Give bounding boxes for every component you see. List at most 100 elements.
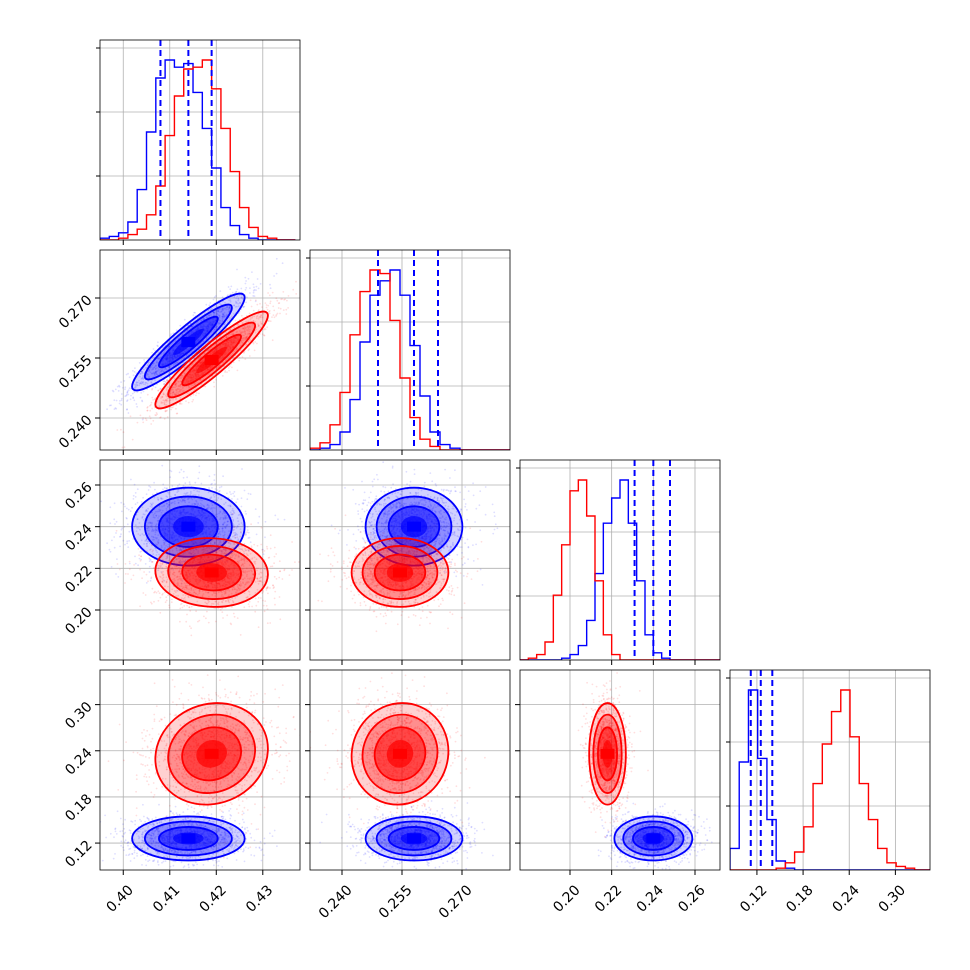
scatter-point <box>162 367 165 370</box>
scatter-point <box>183 372 186 375</box>
scatter-point <box>247 531 250 534</box>
scatter-point <box>231 352 234 354</box>
scatter-point <box>115 573 117 575</box>
scatter-point <box>143 534 145 537</box>
scatter-point <box>163 548 166 551</box>
scatter-point <box>224 550 227 552</box>
scatter-point <box>169 365 171 368</box>
scatter-point <box>198 490 200 493</box>
scatter-point <box>196 345 199 348</box>
scatter-point <box>190 553 192 555</box>
scatter-point <box>144 381 147 384</box>
scatter-point <box>217 309 219 312</box>
scatter-point <box>146 406 149 408</box>
scatter-point <box>126 540 129 543</box>
scatter-point <box>238 589 241 591</box>
scatter-point <box>241 327 244 330</box>
scatter-point <box>236 536 239 539</box>
scatter-point <box>165 544 167 547</box>
scatter-point <box>265 306 268 309</box>
scatter-point <box>192 553 195 556</box>
scatter-point <box>121 510 123 513</box>
scatter-point <box>243 552 246 555</box>
scatter-point <box>217 532 220 535</box>
scatter-point <box>221 315 224 318</box>
scatter-point <box>200 320 202 323</box>
scatter-point <box>172 363 175 365</box>
scatter-point <box>181 588 184 590</box>
scatter-point <box>246 570 249 573</box>
scatter-point <box>154 370 157 373</box>
scatter-point <box>156 551 159 554</box>
scatter-point <box>139 605 141 608</box>
scatter-point <box>238 547 241 550</box>
scatter-point <box>148 533 150 535</box>
scatter-point <box>174 394 177 396</box>
scatter-point <box>166 557 169 559</box>
histogram-red <box>730 689 930 870</box>
scatter-point <box>257 317 260 320</box>
scatter-point <box>253 288 256 291</box>
scatter-point <box>246 529 249 531</box>
scatter-point <box>243 562 246 564</box>
scatter-point <box>228 306 231 309</box>
scatter-point <box>187 353 190 356</box>
scatter-point <box>257 567 259 570</box>
scatter-point <box>229 504 231 507</box>
scatter-point <box>162 393 165 396</box>
scatter-point <box>267 587 269 589</box>
scatter-point <box>153 591 155 594</box>
scatter-point <box>150 403 152 406</box>
scatter-point <box>240 531 242 534</box>
scatter-point <box>134 492 137 494</box>
scatter-point <box>213 328 216 331</box>
scatter-point <box>221 320 224 322</box>
scatter-point <box>165 569 168 572</box>
scatter-point <box>134 503 137 506</box>
scatter-point <box>176 590 179 592</box>
scatter-point <box>187 368 190 370</box>
scatter-point <box>154 528 157 530</box>
scatter-point <box>215 494 218 496</box>
scatter-point <box>110 404 112 407</box>
scatter-point <box>177 490 180 493</box>
scatter-point <box>142 417 144 419</box>
scatter-point <box>240 505 243 508</box>
scatter-point <box>165 509 168 512</box>
scatter-point <box>224 516 227 519</box>
scatter-point <box>237 561 240 564</box>
scatter-point <box>243 326 246 329</box>
scatter-point <box>160 497 162 500</box>
scatter-point <box>146 364 149 367</box>
scatter-point <box>142 375 144 377</box>
scatter-point <box>168 393 171 396</box>
scatter-point <box>244 327 247 330</box>
scatter-point <box>246 498 249 501</box>
scatter-point <box>184 586 187 589</box>
scatter-point <box>119 536 121 538</box>
scatter-point <box>257 522 260 524</box>
scatter-point <box>221 527 224 529</box>
scatter-point <box>275 272 278 275</box>
scatter-point <box>245 335 248 338</box>
scatter-point <box>247 492 250 495</box>
scatter-point <box>147 373 149 376</box>
scatter-point <box>212 311 215 313</box>
scatter-point <box>222 313 225 316</box>
scatter-point <box>247 333 249 336</box>
scatter-point <box>179 324 182 327</box>
scatter-point <box>239 349 242 352</box>
scatter-point <box>160 402 163 405</box>
scatter-point <box>269 320 272 323</box>
scatter-point <box>120 399 123 402</box>
scatter-point <box>216 310 219 313</box>
scatter-point <box>185 364 188 366</box>
scatter-point <box>213 311 216 314</box>
scatter-point <box>248 339 251 342</box>
scatter-point <box>244 320 247 323</box>
scatter-point <box>219 290 222 292</box>
scatter-point <box>178 483 181 486</box>
scatter-point <box>266 308 269 311</box>
scatter-point <box>142 496 144 499</box>
scatter-point <box>157 368 160 371</box>
